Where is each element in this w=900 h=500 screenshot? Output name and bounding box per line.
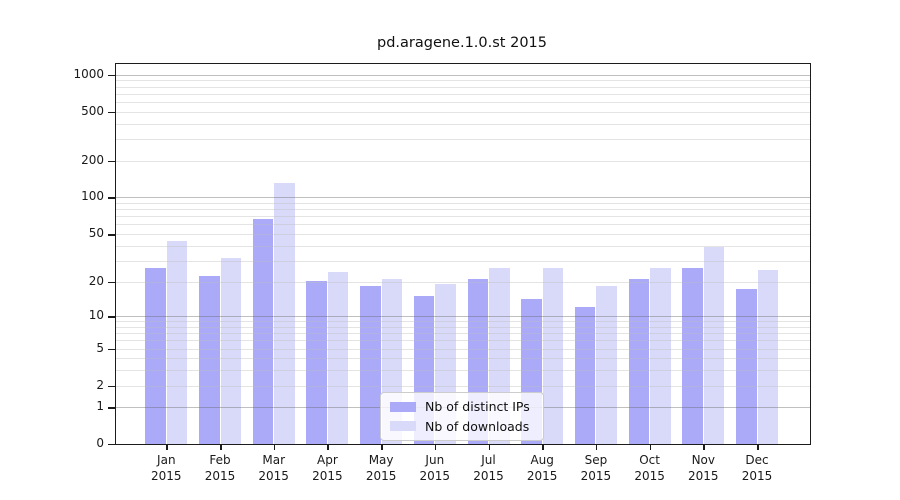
x-tick-month: Jun: [425, 453, 445, 467]
x-tick: [649, 444, 652, 450]
x-tick: [542, 444, 544, 450]
x-tick-month: Nov: [691, 453, 715, 467]
x-tick-month: May: [368, 453, 394, 467]
x-tick-month: Oct: [639, 453, 660, 467]
x-tick-label: Sep 2015: [566, 452, 626, 484]
bar-downloads: [650, 267, 671, 444]
y-tick-label: 200: [81, 152, 104, 167]
x-tick-month: Dec: [745, 453, 769, 467]
x-tick: [166, 444, 168, 450]
y-tick-label: 500: [81, 103, 104, 118]
x-tick-year: 2015: [526, 469, 558, 483]
y-tick: [108, 385, 116, 388]
x-tick-label: Mar 2015: [244, 452, 304, 484]
x-tick-label: Oct 2015: [620, 452, 680, 484]
x-tick: [434, 444, 437, 450]
x-tick-label: Jul 2015: [459, 452, 519, 484]
y-tick: [108, 111, 116, 114]
x-tick-year: 2015: [580, 469, 612, 483]
bar-distinct-ips: [360, 286, 381, 444]
x-tick-month: Mar: [262, 453, 285, 467]
x-tick: [327, 444, 329, 450]
x-tick: [488, 444, 490, 450]
bar-distinct-ips: [574, 306, 596, 444]
legend-swatch-distinct-ips: [390, 401, 416, 412]
y-tick: [108, 197, 116, 199]
bar-distinct-ips: [682, 267, 703, 444]
y-tick-label: 1000: [73, 66, 104, 81]
legend-item-downloads: Nb of downloads: [390, 419, 534, 434]
x-tick-month: Aug: [530, 453, 554, 467]
y-tick: [108, 160, 116, 162]
x-tick-label: Jun 2015: [405, 452, 465, 484]
bar-distinct-ips: [145, 267, 166, 444]
bar-downloads: [220, 258, 241, 444]
y-tick: [108, 407, 116, 409]
x-tick-year: 2015: [634, 469, 665, 483]
legend-item-distinct-ips: Nb of distinct IPs: [390, 399, 534, 414]
x-tick-label: Apr 2015: [297, 452, 357, 484]
x-tick: [273, 444, 276, 450]
y-tick: [108, 348, 116, 351]
bar-downloads: [596, 286, 617, 444]
y-tick: [108, 234, 116, 236]
x-tick-year: 2015: [473, 469, 504, 483]
y-tick-label: 20: [88, 273, 104, 288]
y-tick-label: 5: [96, 340, 104, 355]
bars-layer: [116, 64, 810, 444]
chart-title: pd.aragene.1.0.st 2015: [376, 35, 547, 51]
x-tick-year: 2015: [419, 469, 451, 483]
x-tick-month: Jul: [481, 453, 496, 467]
x-tick-month: Feb: [209, 453, 231, 467]
x-tick-year: 2015: [741, 469, 773, 483]
bar-distinct-ips: [199, 276, 220, 444]
x-tick-year: 2015: [688, 469, 719, 483]
x-tick-label: Jan 2015: [136, 452, 196, 484]
y-tick-label: 1: [96, 399, 104, 414]
bar-downloads: [166, 241, 188, 444]
x-tick-month: Apr: [317, 453, 338, 467]
bar-distinct-ips: [736, 289, 757, 444]
y-tick: [108, 443, 116, 445]
y-tick: [108, 281, 116, 283]
legend-label-distinct-ips: Nb of distinct IPs: [425, 399, 530, 415]
x-tick-year: 2015: [365, 469, 397, 483]
bar-downloads: [274, 182, 295, 444]
x-tick-label: May 2015: [351, 452, 411, 484]
bar-downloads: [542, 267, 564, 444]
x-tick-year: 2015: [204, 469, 236, 483]
x-tick: [220, 444, 222, 450]
x-tick: [595, 444, 598, 450]
x-tick-year: 2015: [312, 469, 343, 483]
y-tick-label: 10: [88, 308, 104, 323]
x-tick: [703, 444, 705, 450]
y-tick-label: 50: [88, 226, 104, 240]
y-tick-label: 0: [96, 435, 104, 450]
legend: Nb of distinct IPs Nb of downloads: [380, 392, 544, 441]
x-tick-month: Jan: [157, 453, 176, 467]
bar-downloads: [327, 271, 349, 444]
legend-swatch-downloads: [390, 421, 416, 432]
x-tick-label: Feb 2015: [190, 452, 250, 484]
x-tick-month: Sep: [584, 453, 608, 467]
x-tick-label: Nov 2015: [673, 452, 733, 484]
y-tick: [108, 74, 116, 76]
bar-distinct-ips: [252, 218, 274, 444]
x-tick-label: Dec 2015: [727, 452, 787, 484]
x-tick: [381, 444, 383, 450]
x-tick-label: Aug 2015: [512, 452, 572, 484]
bar-distinct-ips: [628, 278, 650, 444]
bar-downloads: [757, 269, 778, 444]
bar-distinct-ips: [306, 281, 327, 444]
x-tick: [757, 444, 759, 450]
x-tick-year: 2015: [151, 469, 182, 483]
y-tick-label: 100: [81, 189, 104, 204]
legend-label-downloads: Nb of downloads: [425, 418, 530, 434]
y-tick-label: 2: [96, 377, 104, 392]
y-tick: [108, 316, 116, 318]
plot-area: 1000 500 200 100 50 20 10 5 2 1 0 Jan 2015 Feb 2015 Mar…: [73, 63, 811, 483]
bar-downloads: [703, 246, 725, 444]
x-tick-year: 2015: [258, 469, 289, 483]
